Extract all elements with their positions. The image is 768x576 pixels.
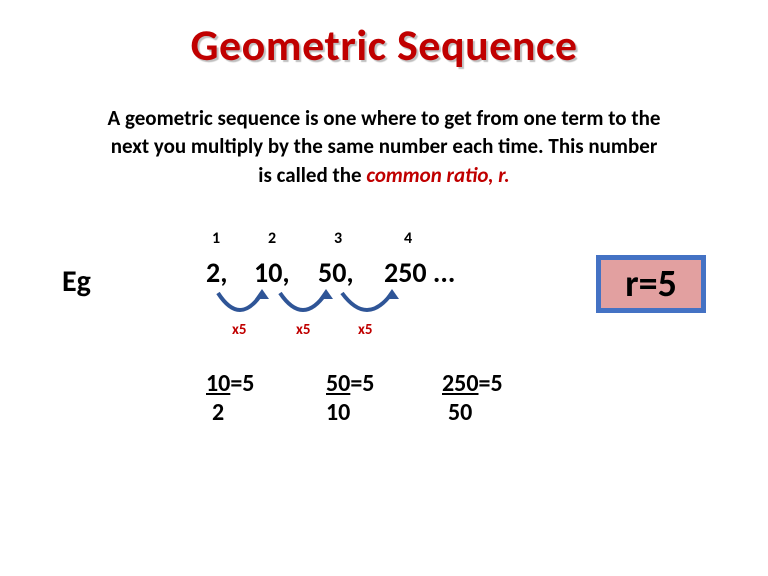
definition-text: A geometric sequence is one where to get… <box>40 104 728 189</box>
sequence-term: 2, <box>206 255 227 290</box>
multiplier-label: x5 <box>232 321 247 339</box>
ratio-fraction: 250=550 <box>442 369 503 427</box>
sequence-term: 50, <box>318 255 354 290</box>
fractions-area: 10=5250=510250=550 <box>0 369 768 459</box>
def-line2: next you multiply by the same number eac… <box>111 133 658 159</box>
example-area: Eg 1 2 3 4 2, 10, 50, 250 ... x5 x5 x5 r=5 <box>0 217 768 357</box>
equals-result: =5 <box>479 369 503 398</box>
multiplier-label: x5 <box>296 321 311 339</box>
denominator: 2 <box>206 398 254 427</box>
multiplier-label: x5 <box>358 321 373 339</box>
ratio-text: r=5 <box>625 261 677 307</box>
multiply-arc <box>209 289 271 323</box>
numerator: 250 <box>442 369 479 398</box>
multiply-arc <box>271 289 335 323</box>
sequence-index: 4 <box>404 229 412 248</box>
def-line1: A geometric sequence is one where to get… <box>108 105 661 131</box>
ratio-fraction: 50=510 <box>326 369 374 427</box>
ratio-box: r=5 <box>596 255 706 313</box>
equals-result: =5 <box>350 369 374 398</box>
title-text: Geometric Sequence <box>190 18 577 72</box>
numerator: 10 <box>206 369 230 398</box>
slide-title: Geometric Sequence <box>0 0 768 72</box>
sequence-index: 1 <box>212 229 220 248</box>
def-line3: is called the <box>258 162 366 188</box>
multiply-arc <box>333 289 401 323</box>
ratio-fraction: 10=52 <box>206 369 254 427</box>
eg-label: Eg <box>62 263 91 300</box>
equals-result: =5 <box>230 369 254 398</box>
sequence-index: 2 <box>268 229 276 248</box>
sequence-term: 250 ... <box>384 255 455 290</box>
numerator: 50 <box>326 369 350 398</box>
sequence-index: 3 <box>334 229 342 248</box>
denominator: 50 <box>442 398 503 427</box>
def-highlight: common ratio, r. <box>366 162 509 188</box>
sequence-term: 10, <box>254 255 290 290</box>
denominator: 10 <box>326 398 374 427</box>
